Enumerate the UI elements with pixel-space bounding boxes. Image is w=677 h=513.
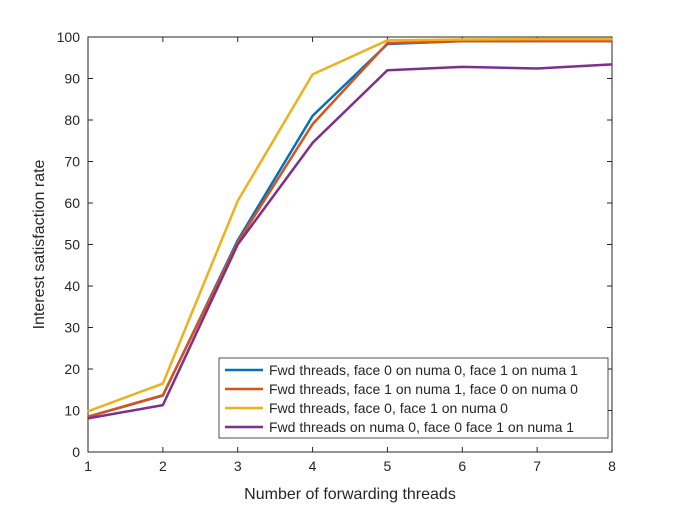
series-3-point bbox=[536, 38, 538, 40]
series-4-point bbox=[536, 67, 538, 70]
x-tick-label: 2 bbox=[159, 458, 167, 474]
series-3-point bbox=[236, 200, 239, 202]
series-3-point bbox=[162, 382, 164, 385]
series-3-point bbox=[386, 39, 389, 42]
series-4-point bbox=[386, 69, 389, 71]
legend: Fwd threads, face 0 on numa 0, face 1 on… bbox=[218, 357, 609, 439]
y-tick-label: 10 bbox=[64, 403, 80, 419]
y-tick-label: 40 bbox=[64, 278, 80, 294]
series-line-3 bbox=[87, 37, 612, 413]
x-tick-label: 3 bbox=[234, 458, 242, 474]
series-4-point bbox=[311, 142, 314, 144]
series-2-point bbox=[311, 123, 314, 125]
y-tick-label: 70 bbox=[64, 154, 80, 170]
x-tick-label: 5 bbox=[384, 458, 392, 474]
series-lines bbox=[87, 37, 613, 420]
x-tick-label: 8 bbox=[608, 458, 616, 474]
legend-label-1: Fwd threads, face 0 on numa 0, face 1 on… bbox=[269, 362, 578, 378]
y-tick-label: 50 bbox=[64, 237, 80, 253]
y-tick-labels: 0 10 20 30 40 50 60 70 80 90 100 bbox=[57, 29, 81, 460]
x-tick-label: 1 bbox=[84, 458, 92, 474]
series-3-point bbox=[311, 73, 314, 76]
series-3-point bbox=[461, 38, 464, 41]
y-tick-label: 100 bbox=[57, 29, 81, 45]
legend-label-3: Fwd threads, face 0, face 1 on numa 0 bbox=[269, 400, 508, 416]
x-tick-label: 4 bbox=[309, 458, 317, 474]
series-2-point bbox=[386, 42, 389, 45]
series-2-point bbox=[461, 40, 464, 42]
legend-label-4: Fwd threads on numa 0, face 0 face 1 on … bbox=[269, 419, 574, 435]
y-tick-label: 30 bbox=[64, 320, 80, 336]
series-2-point bbox=[611, 40, 613, 42]
series-4-point bbox=[236, 243, 239, 246]
series-4-point bbox=[461, 66, 464, 68]
series-4-point bbox=[611, 63, 613, 66]
y-tick-label: 80 bbox=[64, 112, 80, 128]
series-2-point bbox=[162, 394, 164, 396]
x-tick-label: 7 bbox=[533, 458, 541, 474]
series-line-4 bbox=[87, 63, 613, 420]
x-tick-labels: 1 2 3 4 5 6 7 8 bbox=[84, 458, 616, 474]
y-tick-label: 60 bbox=[64, 195, 80, 211]
series-3-point bbox=[87, 410, 89, 413]
legend-box bbox=[218, 357, 609, 439]
y-axis-label: Interest satisfaction rate bbox=[31, 159, 48, 329]
series-1-point bbox=[311, 115, 314, 117]
series-4-point bbox=[162, 404, 164, 406]
x-tick-label: 6 bbox=[458, 458, 466, 474]
y-tick-label: 90 bbox=[64, 71, 80, 87]
y-tick-label: 20 bbox=[64, 361, 80, 377]
series-4-point bbox=[87, 417, 89, 420]
legend-label-2: Fwd threads, face 1 on numa 1, face 0 on… bbox=[269, 381, 578, 397]
x-axis-label: Number of forwarding threads bbox=[244, 486, 456, 503]
series-3-point bbox=[611, 38, 613, 40]
y-tick-label: 0 bbox=[72, 444, 80, 460]
series-line-2 bbox=[87, 39, 612, 418]
series-2-point bbox=[536, 40, 538, 42]
